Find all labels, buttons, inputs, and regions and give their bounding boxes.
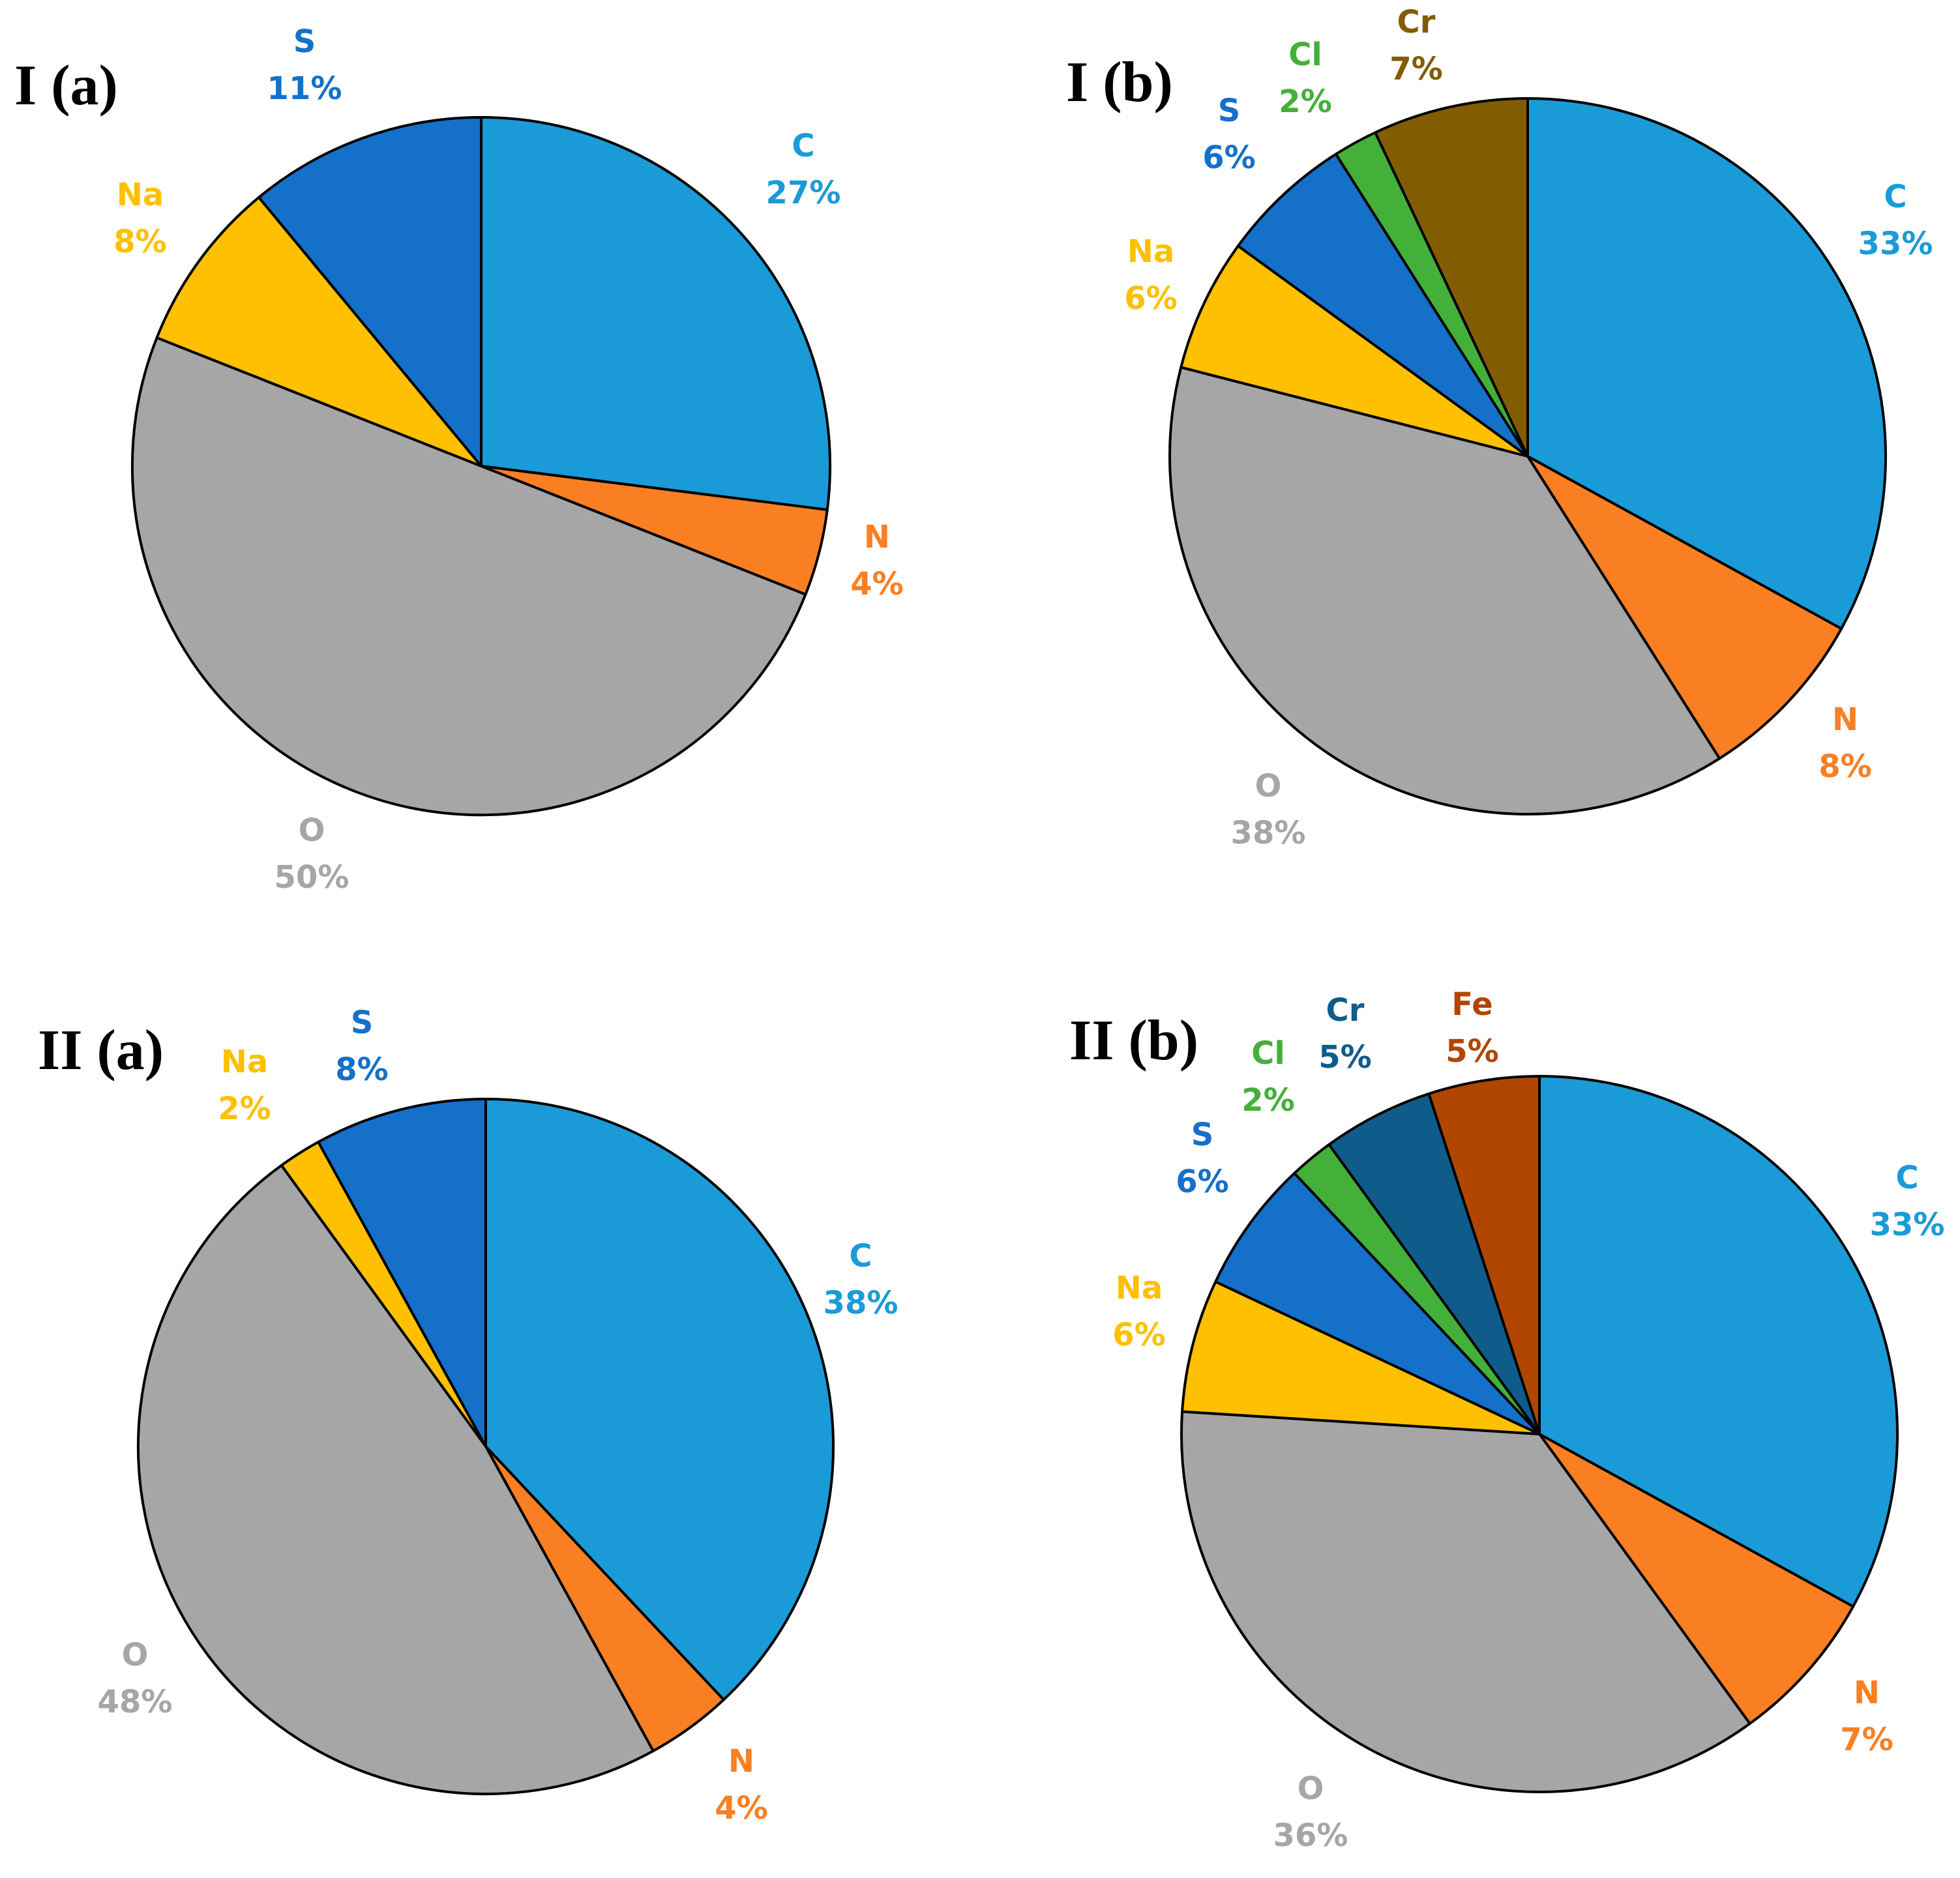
slice-value-c: 27% (766, 175, 841, 211)
slice-label-o: O (299, 812, 325, 849)
pie-slice-s (1214, 1171, 1541, 1435)
slice-value-s: 8% (335, 1051, 389, 1088)
slice-label-cl: Cl (1251, 1035, 1285, 1072)
slice-label-o: O (1298, 1770, 1324, 1807)
slice-label-c: C (1895, 1160, 1918, 1196)
pie-slice-c (1538, 1075, 1899, 1608)
slice-value-na: 6% (1112, 1317, 1166, 1353)
slice-label-s: S (1191, 1117, 1214, 1153)
slice-value-n: 4% (715, 1790, 768, 1827)
slice-value-n: 4% (850, 566, 904, 602)
pie-panel-ii-b: II (b) C 33% N 7% O 36% Na 6% S 6% Cl 2% Cr 5% Fe 5% (1069, 986, 1944, 1854)
pie-slice-o (1180, 1410, 1751, 1793)
slice-value-cl: 2% (1279, 83, 1332, 120)
slice-label-o: O (122, 1637, 149, 1673)
slice-label-fe: Fe (1451, 986, 1492, 1023)
pie-slice-cr (1328, 1092, 1541, 1435)
pie-slice-na (1180, 244, 1529, 458)
pie-slice-na (155, 196, 483, 467)
panel-title-i-a: I (a) (14, 54, 118, 117)
slice-value-c: 33% (1870, 1207, 1945, 1243)
panel-title-i-b: I (b) (1066, 51, 1173, 114)
slice-label-na: Na (221, 1044, 269, 1080)
slice-label-na: Na (1127, 233, 1175, 270)
slice-label-n: N (728, 1743, 754, 1780)
pie-slice-na (1181, 1280, 1541, 1435)
slice-label-na: Na (117, 177, 164, 213)
pie-slice-o (1168, 366, 1721, 815)
pie-slice-s (257, 116, 483, 467)
slice-label-s: S (351, 1005, 374, 1041)
slice-value-n: 7% (1840, 1722, 1893, 1758)
panel-title-ii-a: II (a) (38, 1019, 164, 1082)
slice-label-c: C (792, 128, 814, 164)
slice-value-na: 8% (113, 224, 167, 260)
slice-label-s: S (293, 23, 316, 60)
slice-label-cr: Cr (1397, 4, 1436, 40)
slice-value-na: 6% (1124, 280, 1178, 317)
pie-panel-ii-a: II (a) C 38% N 4% O 48% Na 2% S 8% (38, 1005, 898, 1827)
slice-label-o: O (1255, 768, 1282, 804)
pie-slice-n (1538, 1433, 1855, 1725)
slice-label-s: S (1218, 93, 1241, 129)
slice-label-cl: Cl (1288, 37, 1322, 73)
slice-value-o: 36% (1273, 1817, 1348, 1854)
pie-slice-c (1526, 97, 1887, 630)
pie-slice-s (317, 1098, 487, 1448)
slice-value-c: 33% (1858, 226, 1933, 262)
slice-label-c: C (849, 1238, 872, 1274)
slice-value-fe: 5% (1446, 1033, 1499, 1070)
slice-value-na: 2% (218, 1091, 271, 1127)
slice-label-n: N (1832, 701, 1858, 738)
slice-value-o: 50% (275, 859, 349, 896)
slice-value-o: 48% (98, 1684, 173, 1720)
pie-slice-o (131, 336, 807, 816)
pie-slice-n (1526, 455, 1843, 760)
slice-value-cr: 7% (1389, 51, 1443, 87)
slice-label-cr: Cr (1326, 992, 1365, 1029)
slice-value-c: 38% (824, 1285, 898, 1321)
panel-title-ii-b: II (b) (1069, 1009, 1198, 1072)
pie-slice-fe (1427, 1075, 1541, 1435)
slice-value-cr: 5% (1318, 1039, 1372, 1076)
pie-slice-c (484, 1098, 835, 1701)
pie-slice-o (137, 1164, 655, 1795)
slice-value-s: 6% (1176, 1164, 1229, 1200)
slice-value-s: 6% (1202, 139, 1256, 176)
pie-slice-s (1236, 153, 1529, 458)
slice-value-cl: 2% (1241, 1082, 1295, 1119)
slice-label-c: C (1884, 179, 1907, 215)
slice-label-na: Na (1116, 1270, 1163, 1306)
slice-value-n: 8% (1819, 748, 1872, 785)
slice-label-n: N (864, 519, 890, 555)
slice-label-n: N (1854, 1675, 1880, 1711)
pie-slice-cr (1374, 97, 1529, 458)
slice-value-o: 38% (1231, 815, 1306, 851)
pie-panel-i-a: I (a) C 27% N 4% O 50% Na 8% S 11% (14, 23, 904, 896)
pie-panel-i-b: I (b) C 33% N 8% O 38% Na 6% S 6% Cl 2% Cr 7% (1066, 4, 1933, 851)
slice-value-s: 11% (267, 70, 342, 107)
pie-slice-c (480, 116, 831, 512)
